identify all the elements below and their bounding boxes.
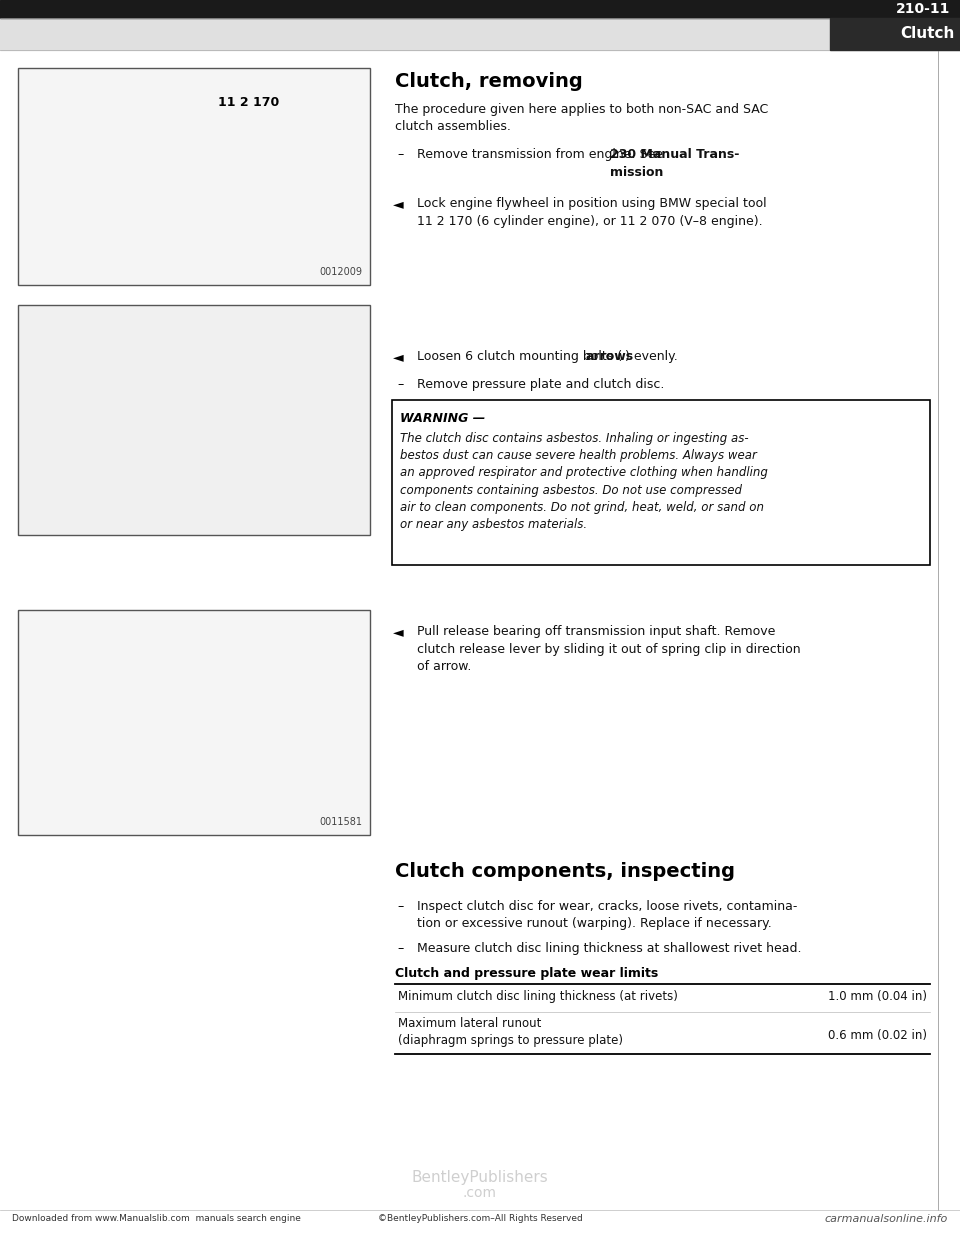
Bar — [0, 17, 960, 50]
Text: 0.6 mm (0.02 in): 0.6 mm (0.02 in) — [828, 1030, 927, 1042]
Text: The clutch disc contains asbestos. Inhaling or ingesting as-
bestos dust can cau: The clutch disc contains asbestos. Inhal… — [400, 432, 768, 532]
Text: Remove pressure plate and clutch disc.: Remove pressure plate and clutch disc. — [417, 378, 664, 391]
Text: Inspect clutch disc for wear, cracks, loose rivets, contamina-
tion or excessive: Inspect clutch disc for wear, cracks, lo… — [417, 900, 798, 930]
Text: Pull release bearing off transmission input shaft. Remove
clutch release lever b: Pull release bearing off transmission in… — [417, 625, 801, 673]
Text: ) evenly.: ) evenly. — [625, 350, 678, 363]
Text: Remove transmission from engine. See: Remove transmission from engine. See — [417, 148, 667, 161]
Text: 210-11: 210-11 — [896, 2, 950, 16]
Text: 1.0 mm (0.04 in): 1.0 mm (0.04 in) — [828, 990, 927, 1004]
Text: .com: .com — [463, 1186, 497, 1200]
Text: Downloaded from www.Manualslib.com  manuals search engine: Downloaded from www.Manualslib.com manua… — [12, 1213, 300, 1223]
Text: –: – — [397, 941, 403, 955]
Text: 230 Manual Trans-
mission: 230 Manual Trans- mission — [610, 148, 739, 179]
Text: Clutch and pressure plate wear limits: Clutch and pressure plate wear limits — [395, 968, 659, 980]
Text: 0012009: 0012009 — [319, 267, 362, 277]
Text: Clutch components, inspecting: Clutch components, inspecting — [395, 862, 735, 881]
Text: Clutch, removing: Clutch, removing — [395, 72, 583, 91]
Bar — [830, 17, 960, 50]
Bar — [18, 610, 370, 835]
Text: The procedure given here applies to both non-SAC and SAC
clutch assemblies.: The procedure given here applies to both… — [395, 103, 768, 133]
Text: 11 2 170: 11 2 170 — [218, 96, 279, 109]
Text: ◄: ◄ — [393, 350, 403, 364]
Text: ◄: ◄ — [393, 197, 403, 211]
Text: Minimum clutch disc lining thickness (at rivets): Minimum clutch disc lining thickness (at… — [398, 990, 678, 1004]
Text: –: – — [397, 378, 403, 391]
Text: BentleyPublishers: BentleyPublishers — [412, 1170, 548, 1185]
Bar — [18, 68, 370, 284]
Text: WARNING —: WARNING — — [400, 412, 485, 425]
Text: –: – — [397, 900, 403, 913]
Text: Lock engine flywheel in position using BMW special tool
11 2 170 (6 cylinder eng: Lock engine flywheel in position using B… — [417, 197, 767, 227]
Bar — [0, 0, 960, 17]
Text: Clutch: Clutch — [900, 26, 955, 41]
Bar — [392, 400, 930, 565]
Text: 0011581: 0011581 — [319, 817, 362, 827]
Text: ◄: ◄ — [393, 625, 403, 638]
Text: arrows: arrows — [585, 350, 634, 363]
Text: Loosen 6 clutch mounting bolts (: Loosen 6 clutch mounting bolts ( — [417, 350, 622, 363]
Text: Measure clutch disc lining thickness at shallowest rivet head.: Measure clutch disc lining thickness at … — [417, 941, 802, 955]
Text: Maximum lateral runout
(diaphragm springs to pressure plate): Maximum lateral runout (diaphragm spring… — [398, 1017, 623, 1047]
Text: carmanualsonline.info: carmanualsonline.info — [825, 1213, 948, 1225]
Text: ©BentleyPublishers.com–All Rights Reserved: ©BentleyPublishers.com–All Rights Reserv… — [377, 1213, 583, 1223]
Text: –: – — [397, 148, 403, 161]
Bar — [18, 306, 370, 535]
